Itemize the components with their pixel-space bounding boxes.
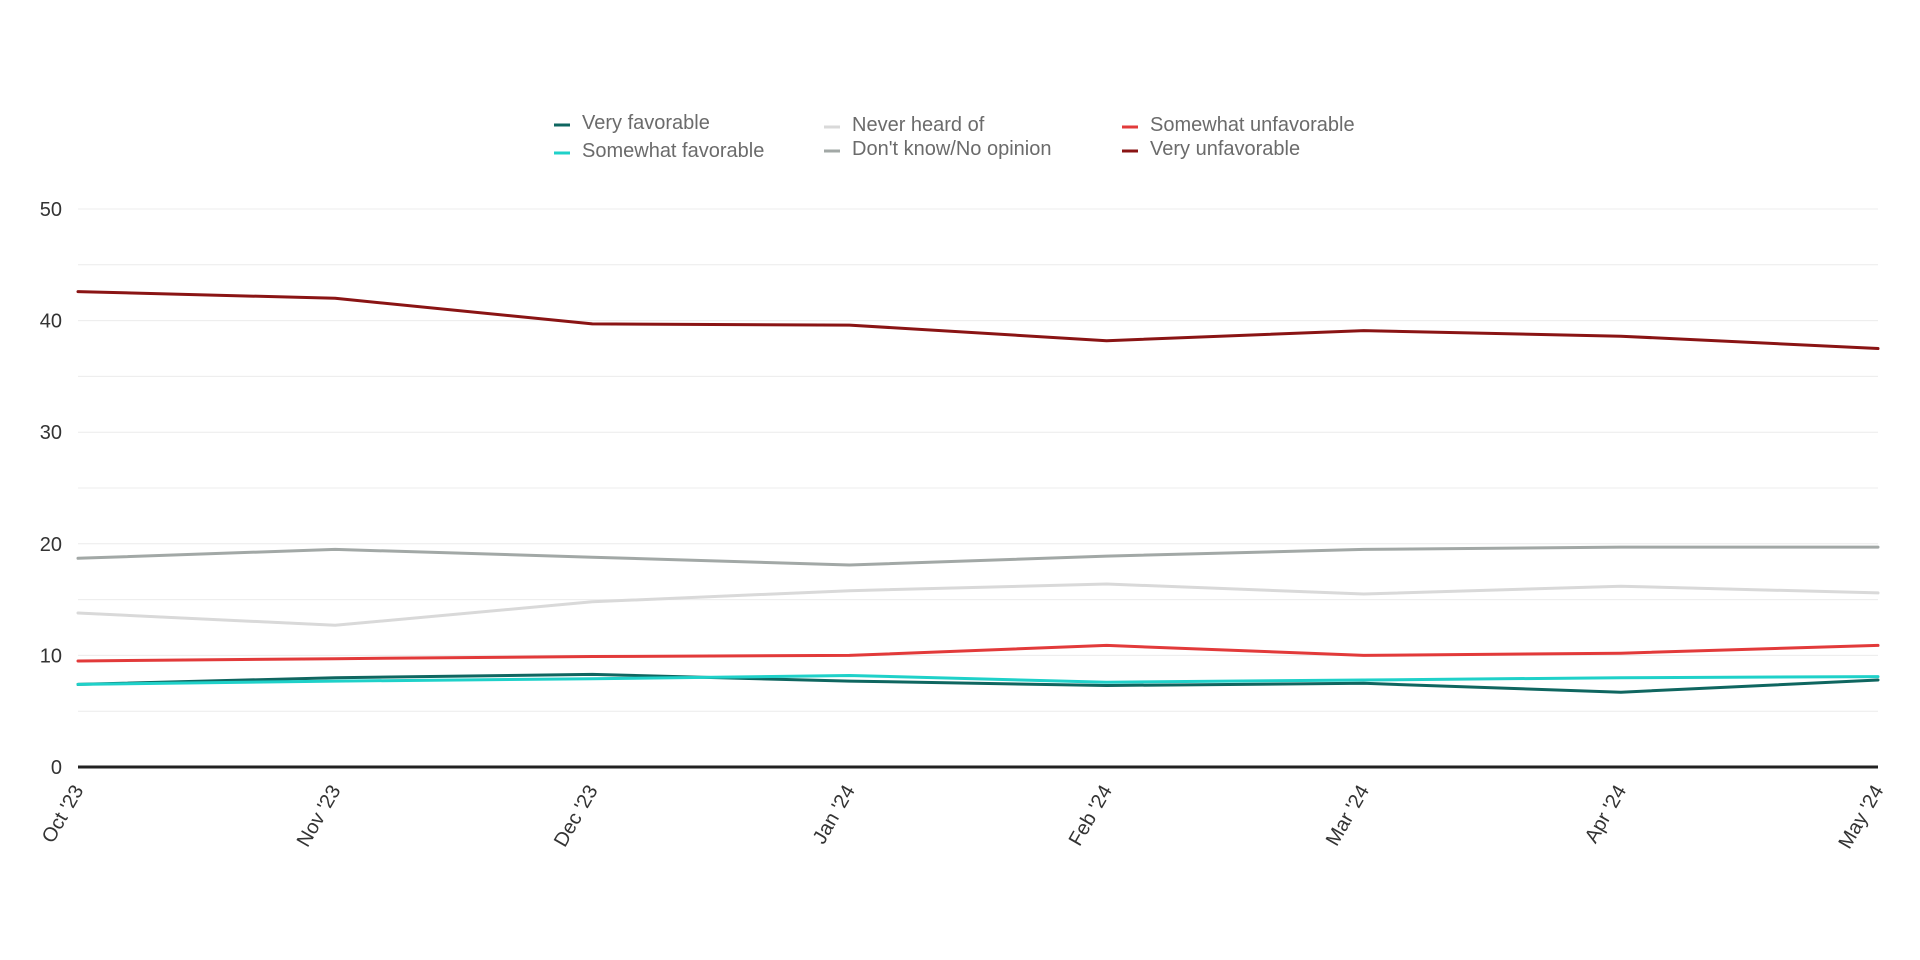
legend-label: Very favorable: [582, 112, 710, 134]
series-line-very-unfavorable: [76, 290, 1880, 350]
x-tick-label: Jan '24: [809, 782, 860, 848]
x-tick-label: Nov '23: [293, 782, 346, 851]
series-line-somewhat-favorable: [76, 674, 1880, 686]
legend-label: Very unfavorable: [1150, 138, 1300, 160]
x-tick-label: Oct '23: [38, 782, 88, 847]
y-axis: 0 10 20 30 40 50: [40, 199, 62, 779]
grid-layer: [78, 208, 1878, 712]
x-tick-label: Feb '24: [1065, 782, 1117, 850]
x-tick-label: Apr '24: [1581, 782, 1631, 847]
y-tick-label: 10: [40, 645, 62, 667]
series-line-somewhat-unfavorable: [76, 643, 1880, 663]
x-tick-label: Mar '24: [1322, 782, 1374, 850]
legend-item-very-favorable: Very favorable: [554, 112, 710, 134]
legend-item-never-heard-of: Never heard of: [824, 114, 985, 136]
legend-label: Don't know/No opinion: [852, 138, 1052, 160]
legend-item-somewhat-favorable: Somewhat favorable: [554, 140, 764, 162]
x-tick-label: Dec '23: [550, 782, 603, 851]
legend-label: Somewhat unfavorable: [1150, 114, 1355, 136]
legend-item-don-t-know-no-opinion: Don't know/No opinion: [824, 138, 1052, 160]
series-line-never-heard-of: [76, 582, 1880, 627]
y-tick-label: 30: [40, 422, 62, 444]
y-tick-label: 20: [40, 534, 62, 556]
legend-label: Never heard of: [852, 114, 985, 136]
legend: Very favorable Somewhat favorable Never he…: [554, 112, 1355, 162]
x-tick-label: May '24: [1835, 782, 1889, 853]
x-axis: Oct '23 Nov '23 Dec '23 Jan '24 Feb '24 Mar '…: [38, 782, 1888, 853]
y-tick-label: 0: [51, 757, 62, 779]
legend-label: Somewhat favorable: [582, 140, 764, 162]
legend-item-very-unfavorable: Very unfavorable: [1122, 138, 1300, 160]
series-layer: [76, 290, 1880, 694]
legend-item-somewhat-unfavorable: Somewhat unfavorable: [1122, 114, 1355, 136]
series-line-very-favorable: [76, 672, 1880, 694]
y-tick-label: 40: [40, 311, 62, 333]
series-line-don-t-know-no-opinion: [76, 545, 1880, 567]
y-tick-label: 50: [40, 199, 62, 221]
